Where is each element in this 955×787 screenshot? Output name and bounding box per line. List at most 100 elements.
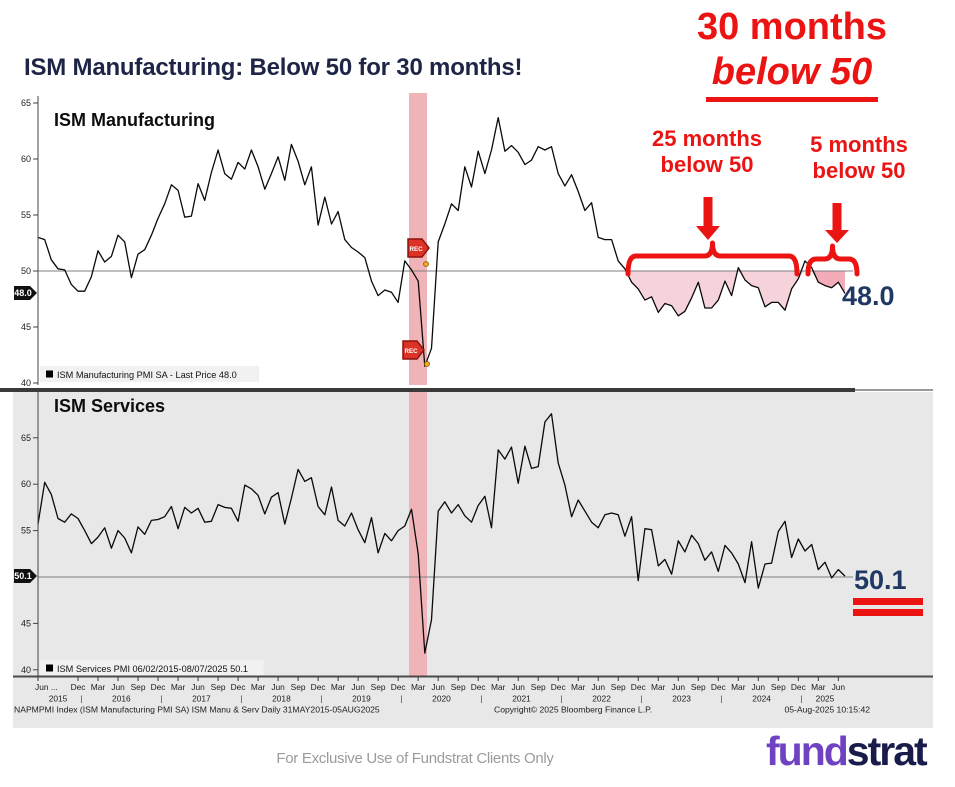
- svg-text:Mar: Mar: [91, 682, 106, 692]
- svg-text:|: |: [480, 694, 482, 704]
- svg-text:2016: 2016: [112, 694, 131, 704]
- svg-text:Jun: Jun: [111, 682, 125, 692]
- svg-text:Jun ...: Jun ...: [35, 682, 58, 692]
- svg-text:60: 60: [21, 479, 31, 489]
- logo-strat: strat: [846, 728, 928, 774]
- svg-text:|: |: [80, 694, 82, 704]
- logo-fund: fund: [766, 728, 849, 774]
- svg-text:Jun: Jun: [672, 682, 686, 692]
- svg-text:Sep: Sep: [291, 682, 306, 692]
- page-title: ISM Manufacturing: Below 50 for 30 month…: [24, 54, 523, 81]
- below-50-fill: [624, 271, 845, 316]
- recession-markers: REC REC: [402, 238, 430, 367]
- bloomberg-copyright-text: Copyright© 2025 Bloomberg Finance L.P.: [494, 705, 652, 715]
- y-axes: 65 60 55 50 45 40 65 60 55 45 40: [21, 96, 39, 676]
- callout-5-months: 5 months below 50: [788, 132, 930, 184]
- svg-text:|: |: [560, 694, 562, 704]
- svg-text:48.0: 48.0: [14, 288, 32, 298]
- rec-anchor-dot: [423, 261, 429, 267]
- callout-25-months: 25 months below 50: [629, 126, 785, 178]
- down-arrow: [696, 197, 720, 240]
- svg-text:Sep: Sep: [531, 682, 546, 692]
- rec-anchor-dot: [424, 361, 430, 367]
- svg-text:Dec: Dec: [471, 682, 486, 692]
- svg-text:Jun: Jun: [511, 682, 525, 692]
- svg-text:Sep: Sep: [611, 682, 626, 692]
- recession-band-bottom: [409, 392, 427, 676]
- svg-text:Mar: Mar: [731, 682, 746, 692]
- svg-text:60: 60: [21, 154, 31, 164]
- svg-text:2015: 2015: [49, 694, 68, 704]
- bloomberg-timestamp-text: 05-Aug-2025 10:15:42: [784, 705, 870, 715]
- svg-text:Dec: Dec: [151, 682, 166, 692]
- services-panel-label: ISM Services: [54, 396, 166, 416]
- services-line: [37, 413, 846, 654]
- svg-text:2020: 2020: [432, 694, 451, 704]
- svg-text:ISM Services PMI 06/02/2015-08: ISM Services PMI 06/02/2015-08/07/2025 5…: [57, 664, 248, 674]
- svg-text:2017: 2017: [192, 694, 211, 704]
- manufacturing-panel-label: ISM Manufacturing: [54, 110, 215, 130]
- svg-text:Sep: Sep: [691, 682, 706, 692]
- svg-text:Jun: Jun: [591, 682, 605, 692]
- headline-line1: 30 months: [696, 6, 888, 48]
- red-underline-top: [853, 598, 923, 605]
- headline-line2-wrap: below 50: [652, 50, 932, 102]
- svg-text:Sep: Sep: [771, 682, 786, 692]
- svg-text:50: 50: [21, 266, 31, 276]
- x-axis: Jun ... Dec Mar Jun Sep Dec Mar Jun Sep Dec Mar Jun…: [13, 675, 933, 715]
- svg-text:Dec: Dec: [71, 682, 86, 692]
- svg-text:Dec: Dec: [791, 682, 806, 692]
- svg-text:2022: 2022: [592, 694, 611, 704]
- svg-text:ISM Manufacturing PMI SA - Las: ISM Manufacturing PMI SA - Last Price 48…: [57, 370, 237, 380]
- svg-text:2019: 2019: [352, 694, 371, 704]
- svg-text:2025: 2025: [816, 694, 835, 704]
- svg-text:|: |: [721, 694, 723, 704]
- svg-text:55: 55: [21, 526, 31, 536]
- axis-price-tag: 50.1: [14, 569, 37, 583]
- svg-text:Sep: Sep: [371, 682, 386, 692]
- fundstrat-logo: fundstrat: [766, 728, 928, 775]
- svg-text:40: 40: [21, 665, 31, 675]
- disclaimer-text: For Exclusive Use of Fundstrat Clients O…: [276, 750, 554, 767]
- manufacturing-last-value: 48.0: [842, 281, 895, 311]
- svg-text:40: 40: [21, 378, 31, 388]
- axis-price-tag: 48.0: [14, 286, 37, 300]
- svg-text:REC: REC: [410, 246, 424, 253]
- svg-text:Mar: Mar: [171, 682, 186, 692]
- bloomberg-source-text: NAPMPMI Index (ISM Manufacturing PMI SA)…: [14, 705, 380, 715]
- svg-text:Dec: Dec: [231, 682, 246, 692]
- svg-text:Sep: Sep: [131, 682, 146, 692]
- svg-text:Jun: Jun: [832, 682, 846, 692]
- svg-text:Mar: Mar: [411, 682, 426, 692]
- svg-text:Jun: Jun: [351, 682, 365, 692]
- callout-25-line1: 25 months: [651, 126, 763, 151]
- svg-text:|: |: [240, 694, 242, 704]
- svg-text:45: 45: [21, 618, 31, 628]
- svg-text:|: |: [160, 694, 162, 704]
- svg-text:2021: 2021: [512, 694, 531, 704]
- svg-text:Jun: Jun: [431, 682, 445, 692]
- svg-text:2024: 2024: [752, 694, 771, 704]
- svg-text:|: |: [801, 694, 803, 704]
- svg-text:Dec: Dec: [631, 682, 646, 692]
- svg-text:Sep: Sep: [451, 682, 466, 692]
- svg-text:Mar: Mar: [571, 682, 586, 692]
- callout-5-line2: below 50: [812, 158, 906, 183]
- manufacturing-line: [37, 116, 846, 367]
- svg-text:Jun: Jun: [191, 682, 205, 692]
- rec-flag: [407, 238, 430, 258]
- headline-line2: below 50: [705, 50, 879, 102]
- svg-text:65: 65: [21, 433, 31, 443]
- manufacturing-legend: ISM Manufacturing PMI SA - Last Price 48…: [40, 366, 260, 382]
- callout-5-line1: 5 months: [810, 132, 908, 157]
- svg-text:Dec: Dec: [551, 682, 566, 692]
- services-legend: ISM Services PMI 06/02/2015-08/07/2025 5…: [40, 660, 264, 676]
- headline-callout: 30 months below 50: [652, 4, 932, 102]
- svg-text:Sep: Sep: [211, 682, 226, 692]
- svg-text:|: |: [320, 694, 322, 704]
- svg-text:50.1: 50.1: [14, 571, 32, 581]
- svg-text:|: |: [400, 694, 402, 704]
- svg-text:Jun: Jun: [752, 682, 766, 692]
